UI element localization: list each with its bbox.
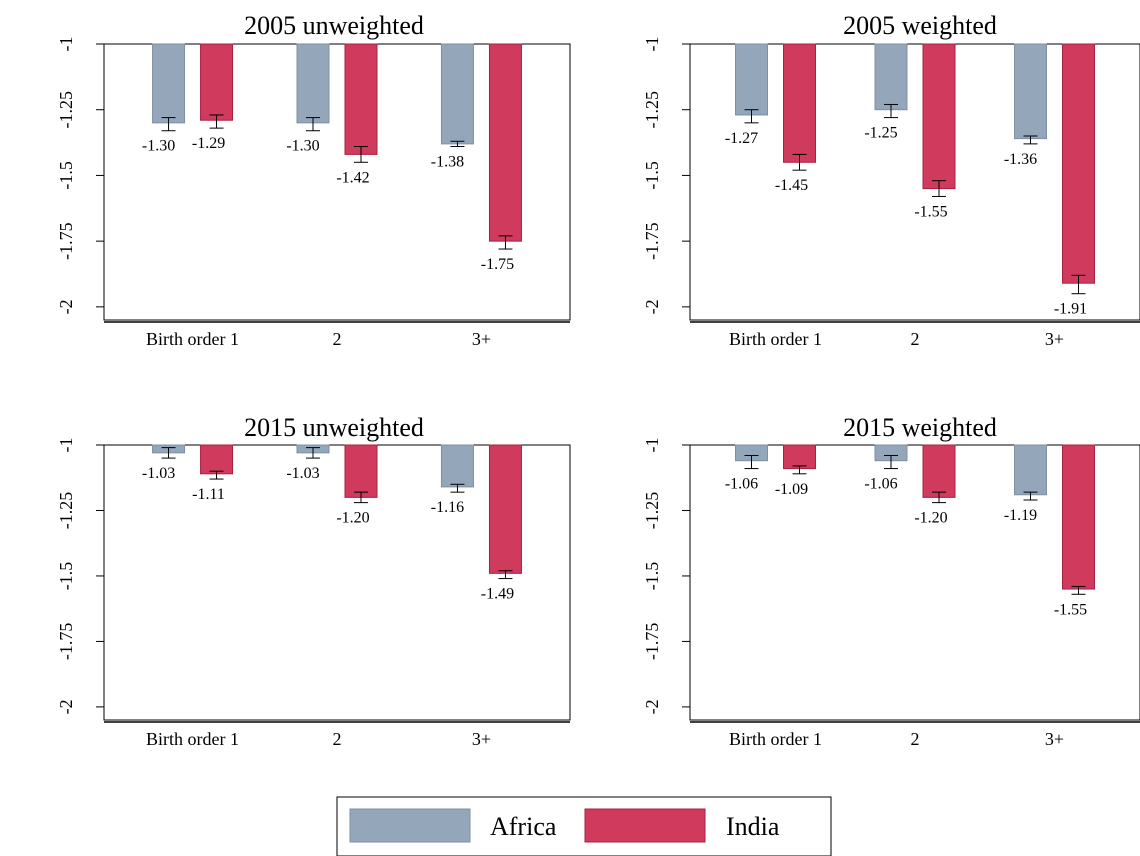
data-label: -1.42 (336, 169, 369, 186)
x-tick-label: Birth order 1 (146, 329, 239, 349)
x-tick-label: Birth order 1 (729, 729, 822, 749)
data-label: -1.27 (725, 130, 758, 147)
chart-panel: 2015 unweighted -1 -1.25 -1.5 -1.75 -2 -1.03 -1… (56, 413, 571, 749)
chart-panel: 2005 weighted -1 -1.25 -1.5 -1.75 -2 -1.27 -1.4… (642, 11, 1140, 349)
y-tick-label: -2 (642, 699, 662, 714)
bar-africa (1014, 444, 1047, 496)
bar-india (200, 43, 234, 121)
data-label: -1.03 (286, 465, 319, 482)
bar-india (783, 444, 816, 470)
y-tick-label: -1 (56, 37, 76, 52)
data-label: -1.06 (864, 476, 897, 493)
bar-india (488, 43, 522, 242)
data-label: -1.20 (336, 510, 369, 527)
panel-title: 2005 unweighted (244, 11, 424, 40)
data-label: -1.06 (725, 476, 758, 493)
y-tick-label: -1.75 (642, 623, 662, 661)
legend-swatch-africa (349, 808, 471, 843)
bar-india (344, 444, 378, 498)
y-tick-label: -1 (642, 438, 662, 453)
bar-africa (1014, 43, 1047, 140)
bar-india (200, 444, 234, 475)
data-label: -1.38 (431, 154, 464, 171)
y-tick-label: -1.5 (56, 161, 76, 190)
bar-africa (440, 444, 474, 488)
x-tick-label: 3+ (472, 729, 491, 749)
bar-india (1062, 43, 1095, 284)
data-label: -1.45 (775, 177, 808, 194)
y-tick-label: -1.5 (642, 161, 662, 190)
chart-panels: 2005 unweighted -1 -1.25 -1.5 -1.75 -2 -1.30 -1… (56, 11, 1140, 749)
bar-africa (735, 43, 768, 116)
data-label: -1.75 (481, 256, 514, 273)
chart-panel: 2005 unweighted -1 -1.25 -1.5 -1.75 -2 -1.30 -1… (56, 11, 571, 349)
bar-india (922, 43, 956, 190)
x-tick-label: 2 (911, 329, 920, 349)
x-tick-label: Birth order 1 (146, 729, 239, 749)
y-tick-label: -1 (56, 438, 76, 453)
y-tick-label: -1.25 (56, 91, 76, 129)
data-label: -1.55 (914, 203, 947, 220)
data-label: -1.29 (192, 135, 225, 152)
data-label: -1.25 (864, 125, 897, 142)
y-tick-label: -1.25 (642, 492, 662, 530)
x-tick-label: Birth order 1 (729, 329, 822, 349)
data-label: -1.20 (914, 510, 947, 527)
bar-africa (874, 43, 908, 111)
legend: Africa India (336, 796, 832, 856)
y-tick-label: -1.5 (642, 562, 662, 591)
data-label: -1.49 (481, 586, 514, 603)
bar-africa (296, 43, 330, 124)
plot-frame (103, 444, 571, 721)
data-label: -1.36 (1004, 151, 1037, 168)
data-label: -1.30 (286, 138, 319, 155)
bar-india (344, 43, 378, 155)
bar-india (922, 444, 956, 498)
legend-swatch-india (584, 808, 706, 843)
data-label: -1.19 (1004, 507, 1037, 524)
x-tick-label: 3+ (472, 329, 491, 349)
x-tick-label: 2 (333, 329, 342, 349)
y-tick-label: -2 (56, 299, 76, 314)
x-tick-label: 3+ (1045, 329, 1064, 349)
y-tick-label: -1.75 (56, 623, 76, 661)
y-tick-label: -1.25 (642, 91, 662, 129)
bar-india (488, 444, 522, 574)
y-tick-label: -2 (642, 299, 662, 314)
legend-label-india: India (726, 812, 780, 841)
data-label: -1.55 (1054, 601, 1087, 618)
y-tick-label: -1 (642, 37, 662, 52)
bar-india (1062, 444, 1095, 590)
data-label: -1.09 (775, 481, 808, 498)
data-label: -1.91 (1054, 301, 1087, 318)
y-tick-label: -1.5 (56, 562, 76, 591)
data-label: -1.03 (142, 465, 175, 482)
bar-africa (440, 43, 474, 145)
y-tick-label: -1.75 (642, 222, 662, 260)
legend-label-africa: Africa (490, 812, 557, 841)
bar-africa (152, 43, 186, 124)
y-tick-label: -2 (56, 699, 76, 714)
panel-title: 2015 weighted (843, 413, 997, 442)
data-label: -1.30 (142, 138, 175, 155)
x-tick-label: 2 (333, 729, 342, 749)
y-tick-label: -1.75 (56, 222, 76, 260)
plot-frame (689, 444, 1140, 721)
y-tick-label: -1.25 (56, 492, 76, 530)
bar-india (783, 43, 816, 163)
x-tick-label: 3+ (1045, 729, 1064, 749)
data-label: -1.11 (192, 486, 225, 503)
plot-frame (103, 43, 571, 321)
chart-panel: 2015 weighted -1 -1.25 -1.5 -1.75 -2 -1.06 -1.0… (642, 413, 1140, 749)
panel-title: 2005 weighted (843, 11, 997, 40)
plot-frame (689, 43, 1140, 321)
x-tick-label: 2 (911, 729, 920, 749)
panel-title: 2015 unweighted (244, 413, 424, 442)
data-label: -1.16 (431, 499, 464, 516)
